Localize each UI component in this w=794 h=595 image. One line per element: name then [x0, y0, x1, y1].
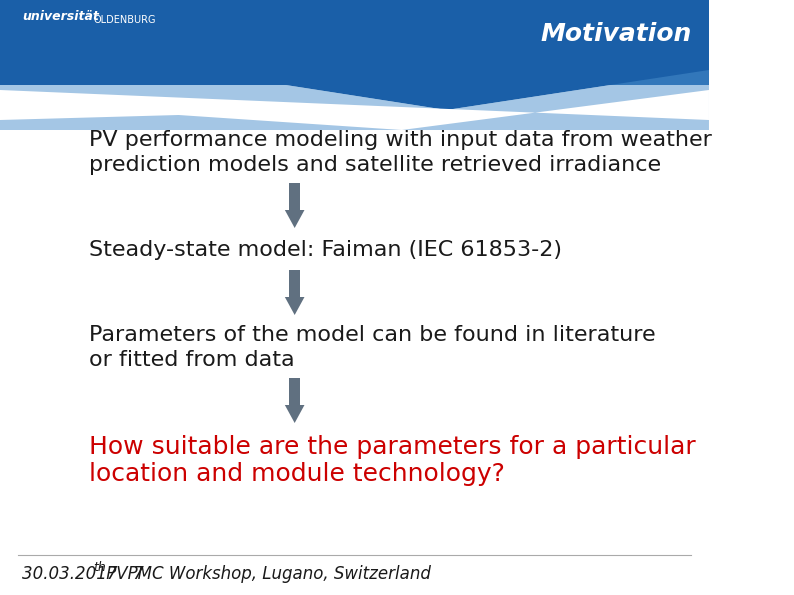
- Text: How suitable are the parameters for a particular: How suitable are the parameters for a pa…: [89, 435, 696, 459]
- Text: universität: universität: [22, 10, 99, 23]
- FancyBboxPatch shape: [289, 270, 300, 297]
- Polygon shape: [285, 297, 304, 315]
- Text: OLDENBURG: OLDENBURG: [94, 15, 156, 25]
- Text: prediction models and satellite retrieved irradiance: prediction models and satellite retrieve…: [89, 155, 661, 175]
- FancyBboxPatch shape: [0, 0, 709, 85]
- Polygon shape: [0, 90, 709, 130]
- Text: PVPMC Workshop, Lugano, Switzerland: PVPMC Workshop, Lugano, Switzerland: [101, 565, 431, 583]
- Text: Steady-state model: Faiman (IEC 61853-2): Steady-state model: Faiman (IEC 61853-2): [89, 240, 562, 260]
- Text: Parameters of the model can be found in literature: Parameters of the model can be found in …: [89, 325, 656, 345]
- FancyBboxPatch shape: [289, 378, 300, 405]
- Text: Motivation: Motivation: [541, 22, 692, 46]
- Text: th: th: [93, 561, 106, 574]
- Polygon shape: [285, 405, 304, 423]
- Text: or fitted from data: or fitted from data: [89, 350, 295, 370]
- Polygon shape: [0, 0, 709, 110]
- Text: 30.03.2017   7: 30.03.2017 7: [22, 565, 145, 583]
- Text: location and module technology?: location and module technology?: [89, 462, 505, 486]
- Text: PV performance modeling with input data from weather: PV performance modeling with input data …: [89, 130, 712, 150]
- FancyBboxPatch shape: [289, 183, 300, 210]
- Polygon shape: [285, 210, 304, 228]
- Polygon shape: [0, 70, 709, 130]
